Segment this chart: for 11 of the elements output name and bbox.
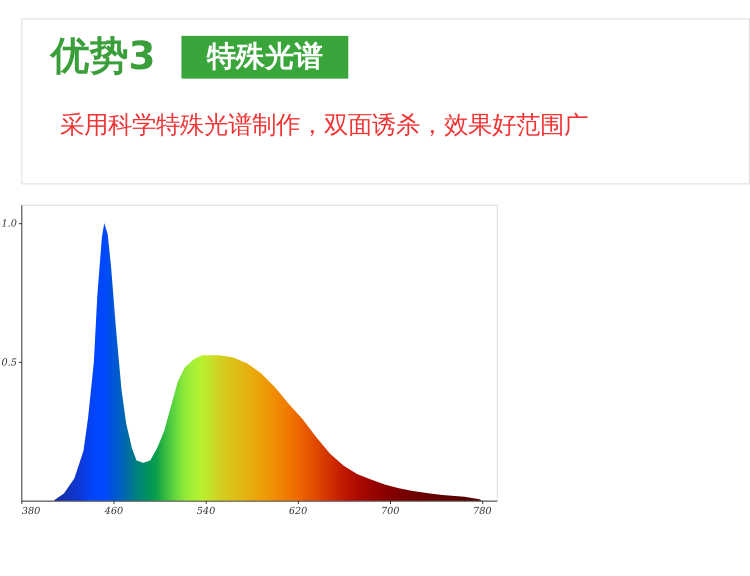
chart-subtitle: 采用科学特殊光谱制作，双面诱杀，效果好范围广: [60, 110, 588, 139]
y-tick-label: 0.5: [2, 357, 17, 368]
x-tick-label: 780: [473, 506, 492, 517]
x-tick-label: 380: [22, 506, 40, 517]
x-tick-label: 700: [380, 506, 400, 517]
y-tick-label: 1.0: [2, 218, 17, 230]
chart-title: 优势3: [48, 34, 156, 79]
text: 特殊光谱: [206, 39, 323, 74]
x-tick-label: 540: [196, 506, 216, 517]
x-tick-label: 620: [288, 506, 308, 517]
x-tick-label: 460: [104, 506, 124, 517]
